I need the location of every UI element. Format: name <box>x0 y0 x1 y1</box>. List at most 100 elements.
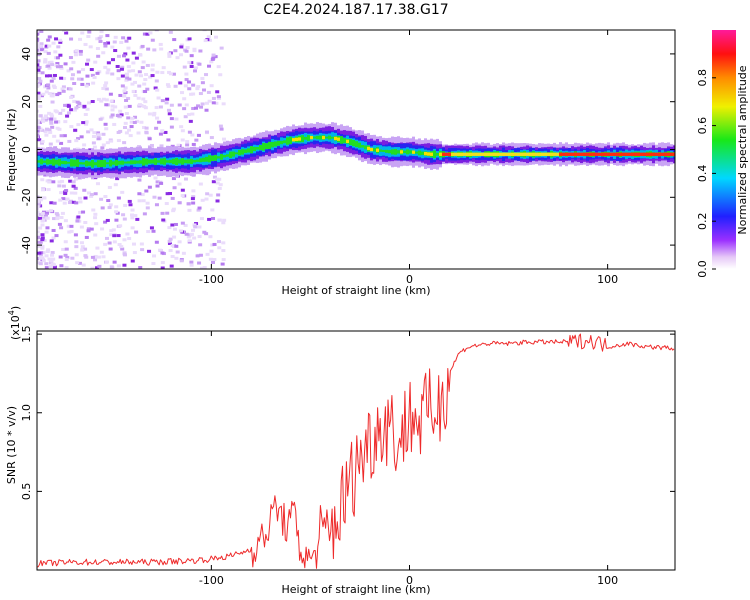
heatmap-noise-cell <box>52 201 57 205</box>
heatmap-noise-cell <box>43 114 48 118</box>
heatmap-core-cell <box>529 152 532 156</box>
heatmap-band-cell <box>406 149 409 155</box>
heatmap-noise-cell <box>203 39 208 43</box>
x-tick-label: 0 <box>406 273 413 286</box>
heatmap-noise-cell <box>56 45 61 49</box>
heatmap-noise-cell <box>143 78 148 82</box>
heatmap-noise-cell <box>37 37 40 41</box>
snr-multiplier-base: (x10 <box>9 315 22 340</box>
heatmap-noise-cell <box>96 255 101 259</box>
colorbar-label: Normalized spectral amplitude <box>736 65 749 234</box>
heatmap-noise-cell <box>189 263 194 267</box>
heatmap-band-cell <box>331 136 334 139</box>
heatmap-noise-cell <box>159 47 164 51</box>
heatmap-noise-cell <box>101 255 106 259</box>
heatmap-noise-cell <box>218 124 223 128</box>
heatmap-noise-cell <box>104 127 109 131</box>
heatmap-band-cell <box>121 160 124 165</box>
heatmap-noise-cell <box>204 73 209 77</box>
heatmap-noise-cell <box>114 205 119 209</box>
y-tick-label: -40 <box>20 236 33 254</box>
heatmap-noise-cell <box>108 92 113 96</box>
heatmap-noise-cell <box>160 211 165 215</box>
heatmap-noise-cell <box>37 199 41 203</box>
heatmap-noise-cell <box>137 84 142 88</box>
heatmap-noise-cell <box>123 121 128 125</box>
heatmap-noise-cell <box>78 52 83 56</box>
heatmap-core-cell <box>559 152 562 156</box>
heatmap-noise-cell <box>169 125 174 129</box>
heatmap-core-cell <box>556 152 559 156</box>
heatmap-core-cell <box>553 152 556 156</box>
heatmap-noise-cell <box>69 95 74 99</box>
heatmap-noise-cell <box>50 251 55 255</box>
heatmap-noise-cell <box>212 175 217 179</box>
heatmap-noise-cell <box>71 180 76 184</box>
heatmap-noise-cell <box>37 211 40 215</box>
heatmap-band-cell <box>55 159 58 165</box>
heatmap-core-cell <box>574 152 577 156</box>
heatmap-band-cell <box>103 159 106 167</box>
heatmap-noise-cell <box>126 46 131 50</box>
heatmap-noise-cell <box>37 84 40 88</box>
heatmap-noise-cell <box>61 197 66 201</box>
heatmap-noise-cell <box>101 97 106 101</box>
heatmap-noise-cell <box>91 208 96 212</box>
heatmap-band-cell <box>127 161 130 164</box>
heatmap-noise-cell <box>89 194 94 198</box>
heatmap-noise-cell <box>37 68 41 72</box>
heatmap-noise-cell <box>61 247 66 251</box>
heatmap-noise-cell <box>55 139 60 143</box>
heatmap-noise-cell <box>187 37 192 41</box>
heatmap-noise-cell <box>194 138 199 142</box>
heatmap-noise-cell <box>120 74 125 78</box>
snr-frame <box>36 330 676 571</box>
heatmap-noise-cell <box>77 261 82 265</box>
heatmap-noise-cell <box>82 143 87 147</box>
heatmap-noise-cell <box>122 238 127 242</box>
heatmap-noise-cell <box>96 133 101 137</box>
heatmap-noise-cell <box>200 76 205 80</box>
heatmap-band-cell <box>388 150 391 154</box>
heatmap-noise-cell <box>83 221 88 225</box>
heatmap-band-cell <box>115 159 118 166</box>
heatmap-core-cell <box>580 152 583 156</box>
heatmap-noise-cell <box>198 182 203 186</box>
heatmap-noise-cell <box>91 81 96 85</box>
y-tick-label: 1.5 <box>20 325 33 343</box>
heatmap-core-cell <box>367 146 370 151</box>
heatmap-band-cell <box>379 149 382 152</box>
heatmap-noise-cell <box>112 122 117 126</box>
heatmap-noise-cell <box>124 131 129 135</box>
heatmap-noise-cell <box>55 65 60 69</box>
heatmap-noise-cell <box>116 69 121 73</box>
heatmap-noise-cell <box>150 74 155 78</box>
heatmap-noise-cell <box>152 195 157 199</box>
y-tick-label: 20 <box>20 95 33 109</box>
heatmap-noise-cell <box>169 264 174 268</box>
heatmap-noise-cell <box>79 225 84 229</box>
heatmap-band-cell <box>160 158 163 165</box>
heatmap-core-cell <box>445 152 448 156</box>
heatmap-core-cell <box>466 152 469 156</box>
heatmap-band-cell <box>199 158 202 163</box>
heatmap-noise-cell <box>196 208 201 212</box>
heatmap-noise-cell <box>37 77 42 81</box>
snr-series-line <box>37 333 675 569</box>
heatmap-noise-cell <box>41 259 46 263</box>
heatmap-noise-cell <box>167 112 172 116</box>
heatmap-noise-cell <box>211 180 216 184</box>
heatmap-noise-cell <box>44 262 49 266</box>
heatmap-noise-cell <box>58 38 63 42</box>
heatmap-noise-cell <box>40 236 45 240</box>
heatmap-noise-cell <box>144 189 149 193</box>
heatmap-band-cell <box>163 158 166 165</box>
heatmap-noise-cell <box>211 260 216 264</box>
heatmap-noise-cell <box>106 61 111 65</box>
heatmap-core-cell <box>637 152 640 156</box>
heatmap-noise-cell <box>62 30 67 32</box>
heatmap-band-cell <box>136 160 139 164</box>
heatmap-noise-cell <box>103 242 108 246</box>
heatmap-band-cell <box>190 158 193 164</box>
heatmap-noise-cell <box>182 97 187 101</box>
